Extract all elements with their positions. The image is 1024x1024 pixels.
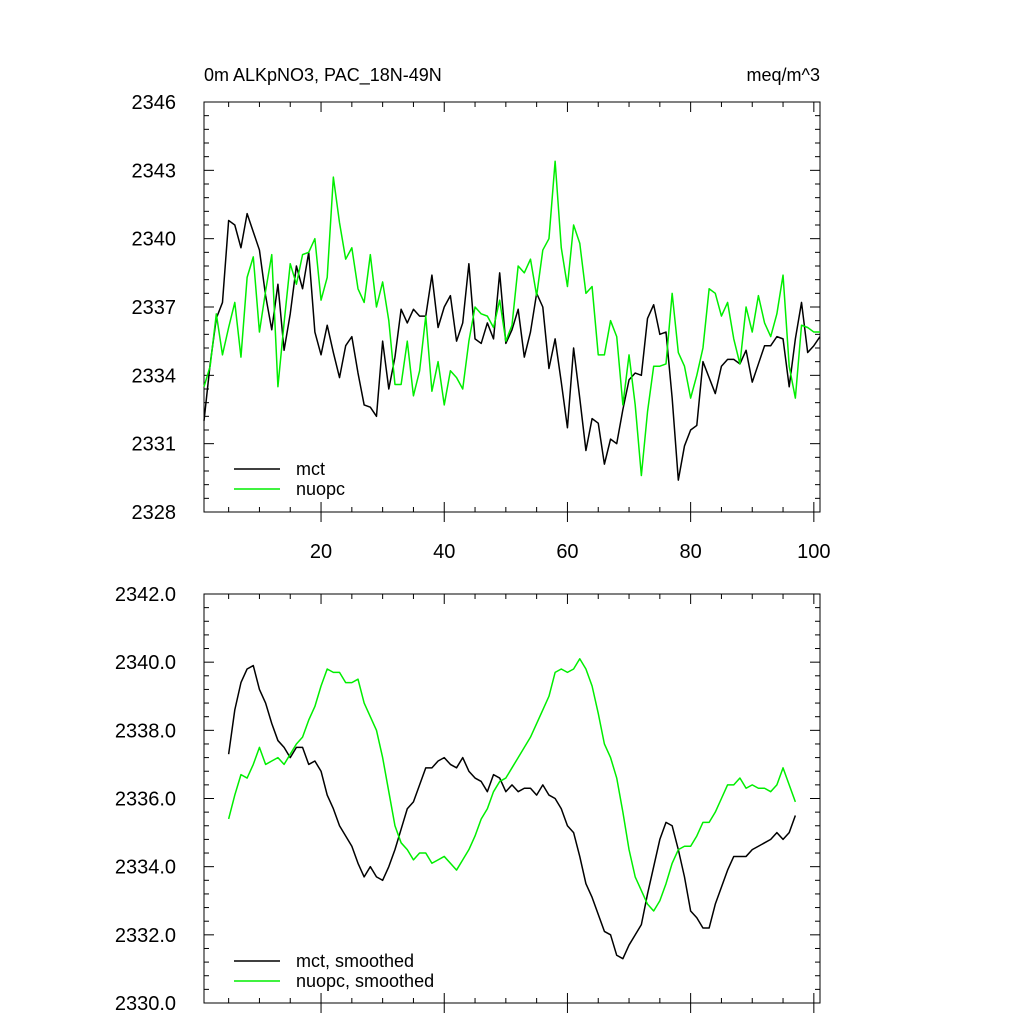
p2-series-line-2 [227,658,797,912]
p1-xtick-label: 60 [556,541,578,563]
p1-ytick-label: 2340 [132,229,177,251]
p1-series-line-1 [203,212,821,481]
p1-title: 0m ALKpNO3, PAC_18N-49N [204,65,442,86]
p1-ytick-label: 2328 [132,502,177,524]
top-panel: 0m ALKpNO3, PAC_18N-49N meq/m^3 2328 2331 23… [132,65,831,563]
p1-ytick-label: 2346 [132,92,177,114]
p2-plot-frame [203,593,821,1004]
p1-ytick-label: 2343 [132,160,177,182]
p1-ytick-label: 2331 [132,434,177,456]
p1-legend-label-1: mct [296,459,325,479]
p1-xtick-label: 40 [433,541,455,563]
p2-ytick-label: 2342.0 [115,584,176,606]
bottom-panel: 2330.0 2332.0 2334.0 2336.0 2338.0 2340.0 2342… [115,584,821,1015]
p1-xtick-label: 20 [310,541,332,563]
p2-series-line-1 [227,664,797,960]
p2-ytick-label: 2338.0 [115,720,176,742]
p2-ytick-label: 2340.0 [115,652,176,674]
p2-ytick-label: 2332.0 [115,925,176,947]
p2-ytick-label: 2334.0 [115,857,176,879]
p1-xtick-label: 100 [797,541,830,563]
p1-xtick-label: 80 [680,541,702,563]
p1-legend-label-2: nuopc [296,479,345,499]
p1-units: meq/m^3 [747,65,820,85]
p2-legend-label-2: nuopc, smoothed [296,971,434,991]
p2-ytick-label: 2330.0 [115,993,176,1015]
p2-legend-label-1: mct, smoothed [296,951,414,971]
p1-ytick-label: 2334 [132,365,177,387]
p1-ytick-label: 2337 [132,297,177,319]
p1-plot-frame [203,101,821,513]
p1-series-line-2 [203,160,820,477]
p2-ytick-label: 2336.0 [115,789,176,811]
